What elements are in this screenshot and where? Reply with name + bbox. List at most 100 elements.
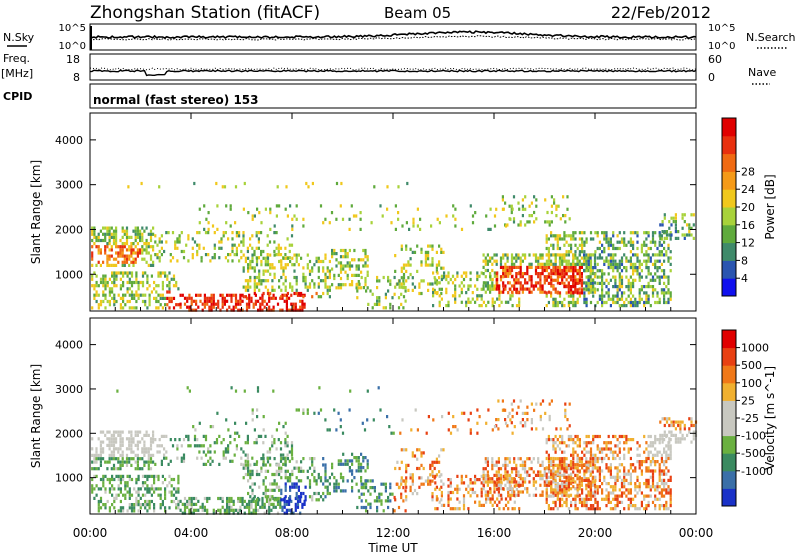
range-cell bbox=[130, 284, 134, 288]
range-cell bbox=[431, 247, 434, 251]
range-cell bbox=[620, 304, 624, 308]
range-cell bbox=[661, 440, 664, 444]
range-cell bbox=[342, 452, 345, 456]
range-cell bbox=[337, 261, 340, 265]
range-cell bbox=[263, 305, 266, 309]
range-cell bbox=[113, 487, 116, 491]
range-cell bbox=[193, 444, 197, 448]
range-cell bbox=[254, 508, 257, 512]
range-cell bbox=[409, 263, 412, 267]
range-cell bbox=[499, 480, 503, 484]
range-cell bbox=[609, 259, 612, 263]
range-cell bbox=[416, 224, 419, 228]
range-cell bbox=[102, 290, 105, 294]
range-cell bbox=[636, 269, 639, 273]
range-cell bbox=[574, 300, 577, 305]
range-cell bbox=[132, 248, 135, 252]
range-cell bbox=[623, 304, 626, 308]
range-cell bbox=[576, 483, 579, 487]
range-cell bbox=[317, 472, 320, 477]
range-cell bbox=[146, 484, 149, 488]
range-cell bbox=[654, 453, 657, 457]
range-cell bbox=[544, 411, 547, 415]
range-cell bbox=[158, 240, 161, 244]
range-cell bbox=[519, 463, 522, 467]
range-cell bbox=[209, 259, 212, 263]
range-cell bbox=[158, 438, 161, 442]
range-cell bbox=[176, 447, 179, 451]
range-cell bbox=[427, 288, 430, 292]
range-cell bbox=[362, 456, 365, 460]
range-cell bbox=[612, 253, 615, 257]
range-cell bbox=[278, 259, 281, 264]
range-cell bbox=[126, 490, 129, 494]
range-cell bbox=[443, 503, 446, 507]
range-cell bbox=[397, 505, 401, 510]
range-cell bbox=[152, 453, 155, 457]
range-cell bbox=[405, 244, 408, 248]
range-cell bbox=[202, 444, 205, 448]
range-cell bbox=[264, 285, 267, 289]
range-cell bbox=[134, 229, 137, 233]
range-cell bbox=[121, 226, 124, 230]
range-cell bbox=[273, 457, 276, 461]
range-cell bbox=[251, 246, 254, 250]
range-cell bbox=[365, 499, 368, 503]
range-cell bbox=[326, 485, 329, 489]
range-cell bbox=[108, 226, 111, 230]
range-cell bbox=[510, 477, 514, 481]
range-cell bbox=[620, 259, 624, 263]
range-cell bbox=[593, 287, 597, 291]
range-cell bbox=[612, 256, 615, 260]
range-cell bbox=[99, 303, 103, 307]
range-cell bbox=[268, 305, 271, 309]
range-cell bbox=[530, 402, 533, 406]
range-cell bbox=[397, 185, 400, 189]
range-cell bbox=[315, 256, 318, 260]
range-cell bbox=[271, 288, 274, 292]
range-cell bbox=[199, 505, 202, 509]
range-cell bbox=[665, 472, 668, 476]
range-cell bbox=[396, 482, 399, 486]
range-cell bbox=[239, 505, 242, 509]
range-cell bbox=[429, 482, 432, 486]
range-cell bbox=[420, 250, 423, 254]
range-cell bbox=[645, 469, 648, 473]
range-cell bbox=[97, 487, 100, 491]
range-cell bbox=[498, 507, 501, 511]
range-cell bbox=[240, 462, 243, 466]
range-cell bbox=[289, 282, 292, 286]
range-cell bbox=[469, 284, 472, 288]
range-cell bbox=[117, 493, 120, 497]
range-cell bbox=[266, 457, 270, 461]
range-cell bbox=[222, 456, 225, 460]
range-cell bbox=[366, 286, 369, 290]
range-cell bbox=[561, 300, 564, 305]
range-cell bbox=[561, 434, 564, 439]
range-cell bbox=[135, 271, 138, 275]
range-cell bbox=[249, 237, 252, 241]
range-cell bbox=[660, 469, 663, 473]
range-cell bbox=[143, 229, 146, 233]
range-cell bbox=[106, 260, 109, 264]
range-cell bbox=[104, 460, 107, 464]
range-cell bbox=[627, 472, 630, 476]
range-cell bbox=[253, 214, 256, 218]
range-cell bbox=[293, 263, 296, 267]
range-cell bbox=[519, 399, 522, 403]
range-cell bbox=[206, 508, 209, 512]
range-cell bbox=[517, 281, 520, 285]
range-cell bbox=[110, 450, 113, 454]
range-cell bbox=[119, 238, 122, 243]
range-cell bbox=[255, 263, 259, 267]
range-cell bbox=[679, 437, 682, 441]
range-cell bbox=[93, 293, 96, 297]
range-cell bbox=[632, 300, 635, 305]
range-cell bbox=[427, 254, 430, 258]
range-cell bbox=[400, 302, 403, 306]
range-cell bbox=[431, 498, 434, 502]
range-cell bbox=[528, 457, 531, 461]
range-cell bbox=[627, 469, 630, 473]
range-cell bbox=[601, 450, 604, 454]
range-cell bbox=[394, 498, 397, 502]
